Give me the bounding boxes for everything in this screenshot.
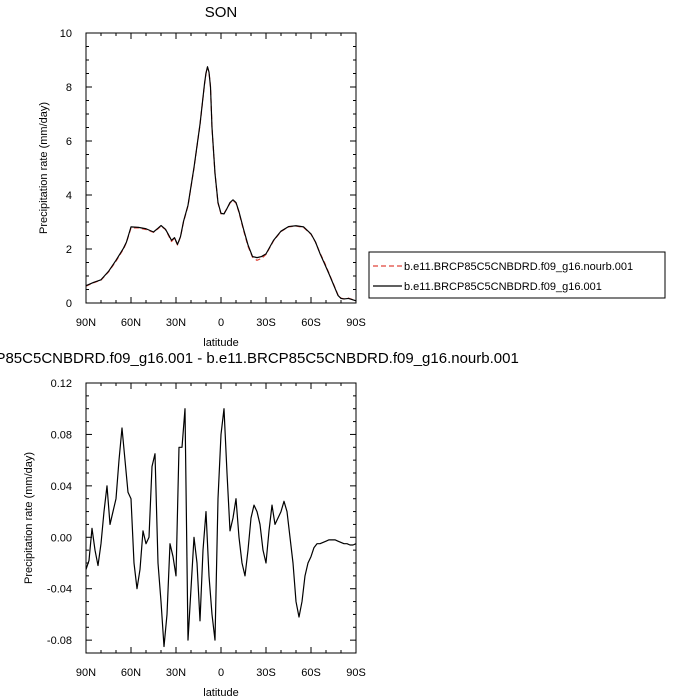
y-tick-label: 0.04 xyxy=(51,481,72,493)
y-tick-label: 4 xyxy=(66,190,72,202)
bottom-chart-title: b.e11.BRCP85C5CNBDRD.f09_g16.001 - b.e11… xyxy=(0,350,519,367)
x-tick-label: 90N xyxy=(76,317,96,329)
top-plot-frame xyxy=(85,32,357,304)
y-tick-label: -0.08 xyxy=(47,635,72,647)
legend: b.e11.BRCP85C5CNBDRD.f09_g16.nourb.001 b… xyxy=(368,251,666,299)
x-tick-label: 0 xyxy=(218,667,224,679)
x-tick-label: 60S xyxy=(301,317,321,329)
top-x-axis-label: latitude xyxy=(203,337,238,349)
x-tick-label: 0 xyxy=(218,317,224,329)
y-tick-label: 10 xyxy=(60,28,72,40)
top-x-ticks: 90N 60N 30N 0 30S 60S 90S xyxy=(76,33,366,329)
top-series-group xyxy=(85,66,357,302)
top-chart: SON 90N 60N 30N 0 30S 60S 90S 0 2 4 6 8 10 latitude… xyxy=(38,4,666,349)
y-tick-label: 2 xyxy=(66,244,72,256)
y-tick-label: 0 xyxy=(66,298,72,310)
y-tick-label: 0.08 xyxy=(51,429,72,441)
bottom-chart: b.e11.BRCP85C5CNBDRD.f09_g16.001 - b.e11… xyxy=(0,350,519,699)
bottom-y-ticks: -0.08 -0.04 0.00 0.04 0.08 0.12 xyxy=(47,378,356,647)
bottom-series-group xyxy=(85,408,357,648)
x-tick-label: 30N xyxy=(166,317,186,329)
y-tick-label: 6 xyxy=(66,136,72,148)
legend-label-base: b.e11.BRCP85C5CNBDRD.f09_g16.001 xyxy=(404,281,602,293)
x-tick-label: 60N xyxy=(121,317,141,329)
bottom-x-axis-label: latitude xyxy=(203,687,238,699)
x-tick-label: 30N xyxy=(166,667,186,679)
x-tick-label: 30S xyxy=(256,317,276,329)
series-line-0-1 xyxy=(85,66,357,302)
x-tick-label: 60N xyxy=(121,667,141,679)
top-y-ticks: 0 2 4 6 8 10 xyxy=(60,28,356,310)
y-tick-label: 8 xyxy=(66,82,72,94)
x-tick-label: 90S xyxy=(346,667,366,679)
legend-label-nourb: b.e11.BRCP85C5CNBDRD.f09_g16.nourb.001 xyxy=(404,261,633,273)
bottom-y-axis-label: Precipitation rate (mm/day) xyxy=(23,452,35,584)
y-tick-label: -0.04 xyxy=(47,584,72,596)
y-tick-label: 0.12 xyxy=(51,378,72,390)
y-tick-label: 0.00 xyxy=(51,532,72,544)
x-tick-label: 90S xyxy=(346,317,366,329)
legend-box xyxy=(368,251,666,299)
bottom-plot-frame xyxy=(85,382,357,654)
top-y-axis-label: Precipitation rate (mm/day) xyxy=(38,102,50,234)
series-line-1-0 xyxy=(85,408,357,648)
x-tick-label: 90N xyxy=(76,667,96,679)
series-line-0-0 xyxy=(85,66,357,302)
bottom-x-ticks: 90N 60N 30N 0 30S 60S 90S xyxy=(76,383,366,679)
top-chart-title: SON xyxy=(205,4,238,21)
x-tick-label: 30S xyxy=(256,667,276,679)
x-tick-label: 60S xyxy=(301,667,321,679)
